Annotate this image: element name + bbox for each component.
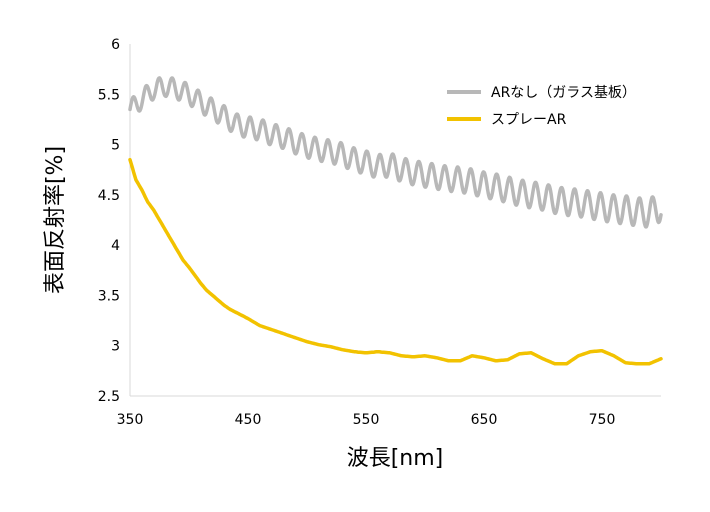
x-axis-title: 波長[nm] bbox=[347, 446, 444, 471]
x-tick-labels: 350 450 550 650 750 bbox=[117, 412, 616, 428]
y-axis-title: 表面反射率[%] bbox=[43, 146, 68, 294]
x-tick-label: 350 bbox=[117, 412, 144, 428]
y-tick-label: 4 bbox=[111, 238, 120, 254]
series-line-spray bbox=[128, 157, 663, 366]
x-tick-label: 650 bbox=[471, 412, 498, 428]
y-tick-label: 4.5 bbox=[98, 188, 120, 204]
x-tick-label: 450 bbox=[235, 412, 262, 428]
y-tick-labels: 2.5 3 3.5 4 4.5 5 5.5 6 bbox=[98, 37, 120, 405]
y-tick-label: 5.5 bbox=[98, 87, 120, 103]
legend-label-spray: スプレーAR bbox=[491, 112, 567, 128]
y-tick-label: 5 bbox=[111, 138, 120, 154]
y-tick-label: 2.5 bbox=[98, 389, 120, 405]
x-tick-label: 750 bbox=[589, 412, 616, 428]
legend: ARなし（ガラス基板） スプレーAR bbox=[447, 84, 636, 128]
y-tick-label: 3.5 bbox=[98, 288, 120, 304]
x-tick-label: 550 bbox=[353, 412, 380, 428]
series-line-glass bbox=[128, 76, 663, 229]
series-layer bbox=[128, 76, 663, 366]
y-tick-label: 3 bbox=[111, 339, 120, 355]
legend-label-glass: ARなし（ガラス基板） bbox=[491, 84, 636, 101]
y-tick-label: 6 bbox=[111, 37, 120, 53]
